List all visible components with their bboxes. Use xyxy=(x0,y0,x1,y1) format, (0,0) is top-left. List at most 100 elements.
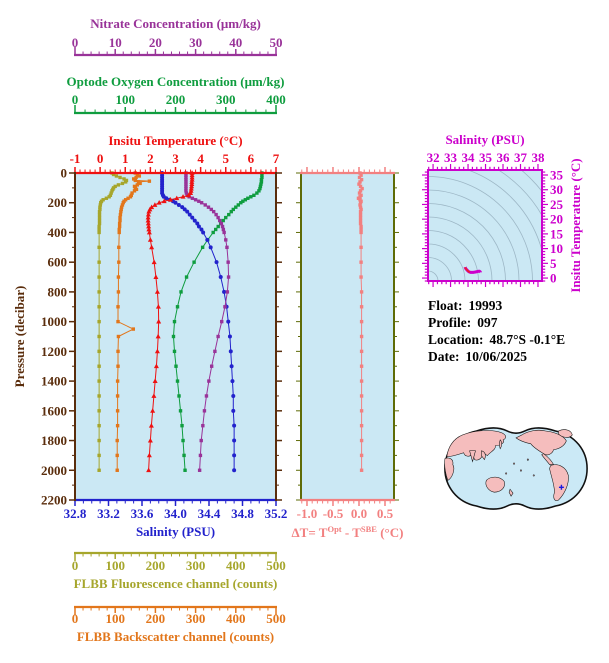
temperature-axis: -1 0 1 2 3 4 5 6 7 Insitu Temperature (°C) xyxy=(70,133,280,175)
svg-text:37: 37 xyxy=(514,150,528,165)
fluorescence-series xyxy=(97,171,129,472)
svg-text:800: 800 xyxy=(48,284,68,299)
continent-africa xyxy=(444,457,455,481)
delta-series-group xyxy=(356,171,364,472)
svg-text:400: 400 xyxy=(48,225,68,240)
svg-text:100: 100 xyxy=(105,611,125,626)
delta-axis: -1.0 -0.5 0.0 0.5 ΔT= TOpt - TSBE (°C) xyxy=(292,167,404,540)
delta-axis-title: ΔT= TOpt - TSBE (°C) xyxy=(292,524,404,540)
svg-text:2200: 2200 xyxy=(41,493,67,508)
svg-text:32: 32 xyxy=(427,150,440,165)
svg-text:7: 7 xyxy=(273,151,280,166)
svg-text:200: 200 xyxy=(48,195,68,210)
float-info-row: Profile: 097 xyxy=(428,314,571,331)
delta-t-series xyxy=(356,171,364,472)
svg-text:50: 50 xyxy=(270,35,283,50)
svg-text:25: 25 xyxy=(550,197,564,212)
location-label: Location: xyxy=(428,332,484,347)
svg-text:200: 200 xyxy=(166,92,186,107)
svg-text:30: 30 xyxy=(189,35,202,50)
svg-text:600: 600 xyxy=(48,255,68,270)
oxygen-series xyxy=(171,171,264,472)
svg-text:5: 5 xyxy=(550,256,557,271)
svg-text:300: 300 xyxy=(186,558,206,573)
svg-text:1200: 1200 xyxy=(41,344,67,359)
svg-text:100: 100 xyxy=(116,92,136,107)
continent-se-asia xyxy=(481,450,486,461)
temperature-axis-title: Insitu Temperature (°C) xyxy=(108,133,242,148)
svg-text:2000: 2000 xyxy=(41,463,67,478)
date-label: Date: xyxy=(428,349,460,364)
continent-greenland xyxy=(558,429,573,438)
svg-text:500: 500 xyxy=(266,611,286,626)
float-info: Float: 19993 Profile: 097 Location: 48.7°S … xyxy=(428,297,571,365)
svg-text:10: 10 xyxy=(109,35,122,50)
island-speck xyxy=(505,472,508,475)
svg-text:6: 6 xyxy=(248,151,255,166)
svg-text:200: 200 xyxy=(146,611,166,626)
svg-text:0: 0 xyxy=(550,271,557,286)
delta-plot-area xyxy=(301,173,394,500)
fluorescence-axis: 0 100 200 300 400 500 FLBB Fluorescence channe… xyxy=(72,551,286,591)
svg-text:1600: 1600 xyxy=(41,403,67,418)
svg-text:100: 100 xyxy=(105,558,125,573)
svg-text:4: 4 xyxy=(197,151,204,166)
island-speck xyxy=(513,462,515,465)
profile-value: 097 xyxy=(477,315,498,330)
svg-text:34.0: 34.0 xyxy=(164,506,187,521)
island-speck xyxy=(526,458,529,461)
svg-text:35.2: 35.2 xyxy=(265,506,288,521)
svg-text:34.4: 34.4 xyxy=(198,506,221,521)
svg-text:300: 300 xyxy=(186,611,206,626)
salinity-axis: 32.8 33.2 33.6 34.0 34.4 34.8 35.2 Salinity (PS… xyxy=(64,498,288,539)
pressure-axis-title: Pressure (decibar) xyxy=(12,286,27,388)
svg-text:0: 0 xyxy=(97,151,104,166)
svg-text:500: 500 xyxy=(266,558,286,573)
nitrate-axis: 0 10 20 30 40 50 Nitrate Concentration (μm/kg) xyxy=(72,16,283,57)
svg-text:0: 0 xyxy=(72,35,79,50)
svg-text:15: 15 xyxy=(550,226,564,241)
profile-series xyxy=(97,170,264,473)
world-map xyxy=(444,427,588,510)
svg-text:35: 35 xyxy=(550,168,564,183)
temperature-series xyxy=(145,170,195,473)
svg-text:1800: 1800 xyxy=(41,433,67,448)
float-value: 19993 xyxy=(468,298,503,313)
svg-text:2: 2 xyxy=(147,151,154,166)
float-info-row: Location: 48.7°S -0.1°E xyxy=(428,331,571,348)
svg-text:20: 20 xyxy=(149,35,162,50)
svg-text:30: 30 xyxy=(550,182,563,197)
svg-text:0: 0 xyxy=(72,92,79,107)
svg-text:0: 0 xyxy=(72,558,79,573)
svg-text:0: 0 xyxy=(72,611,79,626)
svg-text:33: 33 xyxy=(444,150,458,165)
pressure-axis: 0 200 400 600 800 1000 1200 1400 1600 1800 2000 220… xyxy=(12,166,282,508)
nitrate-axis-title: Nitrate Concentration (μm/kg) xyxy=(90,16,261,31)
island-speck xyxy=(532,474,535,477)
svg-text:-1: -1 xyxy=(70,151,81,166)
ts-temperature-title: Insitu Temperature (°C) xyxy=(568,158,583,292)
svg-text:33.6: 33.6 xyxy=(131,506,154,521)
float-info-row: Float: 19993 xyxy=(428,297,571,314)
svg-text:34.8: 34.8 xyxy=(231,506,254,521)
svg-text:5: 5 xyxy=(223,151,230,166)
svg-text:33.2: 33.2 xyxy=(97,506,120,521)
continent-india xyxy=(469,450,476,463)
svg-text:1: 1 xyxy=(122,151,129,166)
continent-central-america xyxy=(541,453,554,465)
svg-text:400: 400 xyxy=(266,92,286,107)
oxygen-axis: 0 100 200 300 400 Optode Oxygen Concentration… xyxy=(67,74,286,115)
svg-text:300: 300 xyxy=(216,92,236,107)
continent-north-america xyxy=(515,429,567,456)
svg-text:32.8: 32.8 xyxy=(64,506,87,521)
float-label: Float: xyxy=(428,298,463,313)
float-info-row: Date: 10/06/2025 xyxy=(428,348,571,365)
svg-text:0.0: 0.0 xyxy=(351,506,367,521)
fluorescence-axis-title: FLBB Fluorescence channel (counts) xyxy=(74,576,278,591)
ts-salinity-title: Salinity (PSU) xyxy=(445,132,524,147)
ts-plot-area xyxy=(428,170,542,281)
svg-text:400: 400 xyxy=(226,611,246,626)
